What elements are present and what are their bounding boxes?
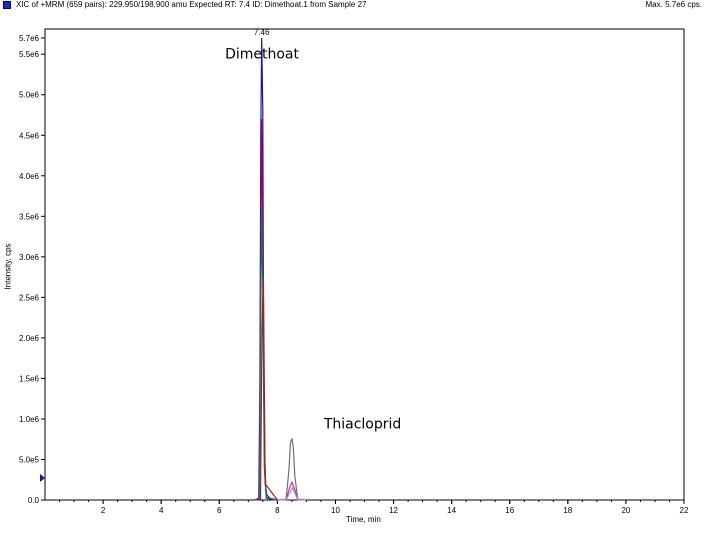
series-line-2: [254, 208, 278, 501]
peak-rt-label: 7.46: [254, 28, 270, 37]
x-tick-label: 2: [101, 506, 106, 515]
data-series: [253, 37, 307, 501]
y-tick-label: 5.0e5: [19, 455, 40, 464]
series-line-5: [277, 480, 307, 501]
x-tick-label: 18: [563, 506, 572, 515]
y-tick-label: 5.5e6: [19, 50, 40, 59]
x-tick-label: 22: [680, 506, 689, 515]
x-tick-label: 16: [505, 506, 514, 515]
y-tick-label: 2.5e6: [19, 293, 40, 302]
y-tick-label: 5.0e6: [19, 91, 40, 100]
max-intensity-label: Max. 5.7e6 cps.: [645, 0, 702, 9]
y-tick-label: 3.5e6: [19, 212, 40, 221]
x-tick-label: 20: [621, 506, 630, 515]
compound-label: Dimethoat: [225, 46, 299, 62]
series-line-1: [254, 119, 278, 501]
y-tick-label: 3.0e6: [19, 253, 40, 262]
series-line-4: [277, 438, 307, 501]
x-tick-label: 8: [275, 506, 280, 515]
baseline-marker-icon: [40, 474, 45, 482]
x-tick-label: 14: [447, 506, 456, 515]
x-tick-label: 4: [159, 506, 164, 515]
y-tick-label: 4.0e6: [19, 172, 40, 181]
y-tick-label: 1.5e6: [19, 374, 40, 383]
x-axis-label: Time, min: [346, 515, 381, 524]
y-tick-label: 5.7e6: [19, 34, 40, 43]
y-tick-label: 0.0: [28, 496, 40, 505]
chart-title: XIC of +MRM (659 pairs): 229.950/198.900…: [16, 0, 367, 9]
y-tick-label: 1.0e6: [19, 415, 40, 424]
series-line-6: [277, 486, 307, 501]
y-axis-ticks: 0.0 5.0e5 1.0e6 1.5e6 2.0e6 2.5e6 3.0e6 3.5e6 4.…: [19, 34, 45, 505]
y-tick-label: 4.5e6: [19, 131, 40, 140]
x-tick-label: 6: [217, 506, 222, 515]
series-color-icon: [3, 1, 11, 9]
y-tick-label: 2.0e6: [19, 334, 40, 343]
series-line-3: [256, 277, 278, 501]
x-tick-label: 12: [389, 506, 398, 515]
x-tick-label: 10: [331, 506, 340, 515]
chart-annotations: 7.46 Dimethoat Thiacloprid: [225, 28, 401, 433]
compound-label: Thiacloprid: [323, 417, 401, 433]
x-axis-ticks: 2 4 6 8 10 12 14 16 18 20 22: [59, 500, 689, 515]
series-line-0: [253, 37, 278, 501]
chart-header: XIC of +MRM (659 pairs): 229.950/198.900…: [0, 0, 708, 12]
